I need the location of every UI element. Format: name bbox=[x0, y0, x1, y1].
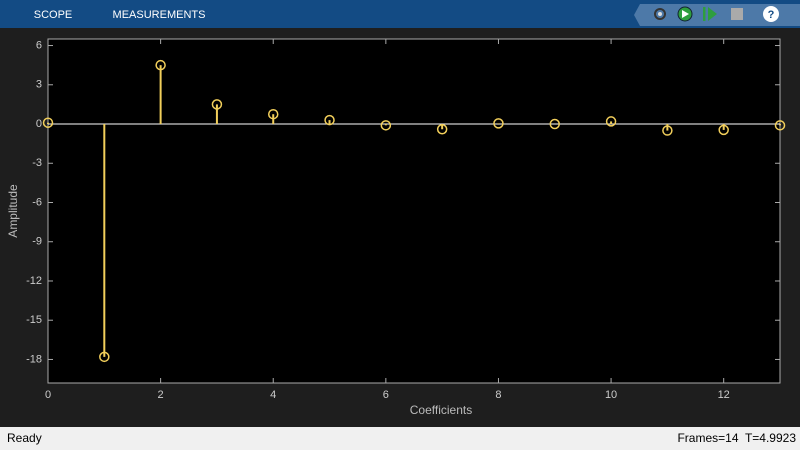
stop-button[interactable] bbox=[731, 8, 743, 20]
status-bar bbox=[0, 427, 800, 450]
x-tick-label: 8 bbox=[495, 389, 501, 401]
status-right: Frames=14 T=4.9923 bbox=[677, 431, 796, 445]
y-tick-label: -18 bbox=[26, 353, 42, 365]
stem-marker bbox=[549, 118, 561, 130]
status-left: Ready bbox=[7, 431, 42, 445]
x-tick-label: 4 bbox=[270, 389, 276, 401]
step-button[interactable] bbox=[703, 7, 717, 21]
measurements-tab[interactable]: MEASUREMENTS bbox=[113, 9, 206, 21]
y-tick-label: -3 bbox=[32, 157, 42, 169]
x-tick-label: 0 bbox=[45, 389, 51, 401]
x-tick-label: 2 bbox=[158, 389, 164, 401]
y-tick-label: 3 bbox=[36, 79, 42, 91]
stem-marker bbox=[324, 114, 335, 126]
stem-marker bbox=[42, 117, 54, 128]
y-tick-label: -9 bbox=[32, 236, 42, 248]
stem-marker bbox=[155, 59, 166, 71]
axes bbox=[47, 38, 781, 384]
stem-marker bbox=[605, 116, 617, 127]
x-tick-label: 6 bbox=[383, 389, 389, 401]
stem-marker bbox=[493, 118, 504, 129]
y-tick-label: -6 bbox=[32, 196, 42, 208]
stem-marker bbox=[99, 351, 110, 363]
stem-marker bbox=[436, 124, 448, 135]
stem-marker bbox=[211, 99, 223, 110]
y-tick-label: -12 bbox=[26, 275, 42, 287]
y-tick-label: 6 bbox=[36, 39, 42, 51]
scope-tab[interactable]: SCOPE bbox=[34, 9, 73, 21]
y-tick-label: -15 bbox=[26, 314, 42, 326]
y-axis-label: Amplitude bbox=[6, 184, 20, 238]
stem-marker bbox=[267, 108, 279, 120]
x-tick-label: 10 bbox=[605, 389, 617, 401]
x-tick-label: 12 bbox=[718, 389, 730, 401]
stem-marker bbox=[662, 125, 673, 136]
stem-marker bbox=[380, 120, 392, 131]
help-icon[interactable]: ? bbox=[768, 9, 775, 21]
quick-access-bar bbox=[634, 4, 800, 26]
help-button[interactable]: ? bbox=[763, 6, 779, 22]
stem-marker bbox=[718, 124, 729, 136]
stem-marker bbox=[774, 120, 786, 131]
run-button[interactable] bbox=[677, 6, 693, 22]
settings-button[interactable] bbox=[654, 8, 666, 20]
y-tick-label: 0 bbox=[36, 118, 42, 130]
x-axis-label: Coefficients bbox=[410, 403, 472, 417]
